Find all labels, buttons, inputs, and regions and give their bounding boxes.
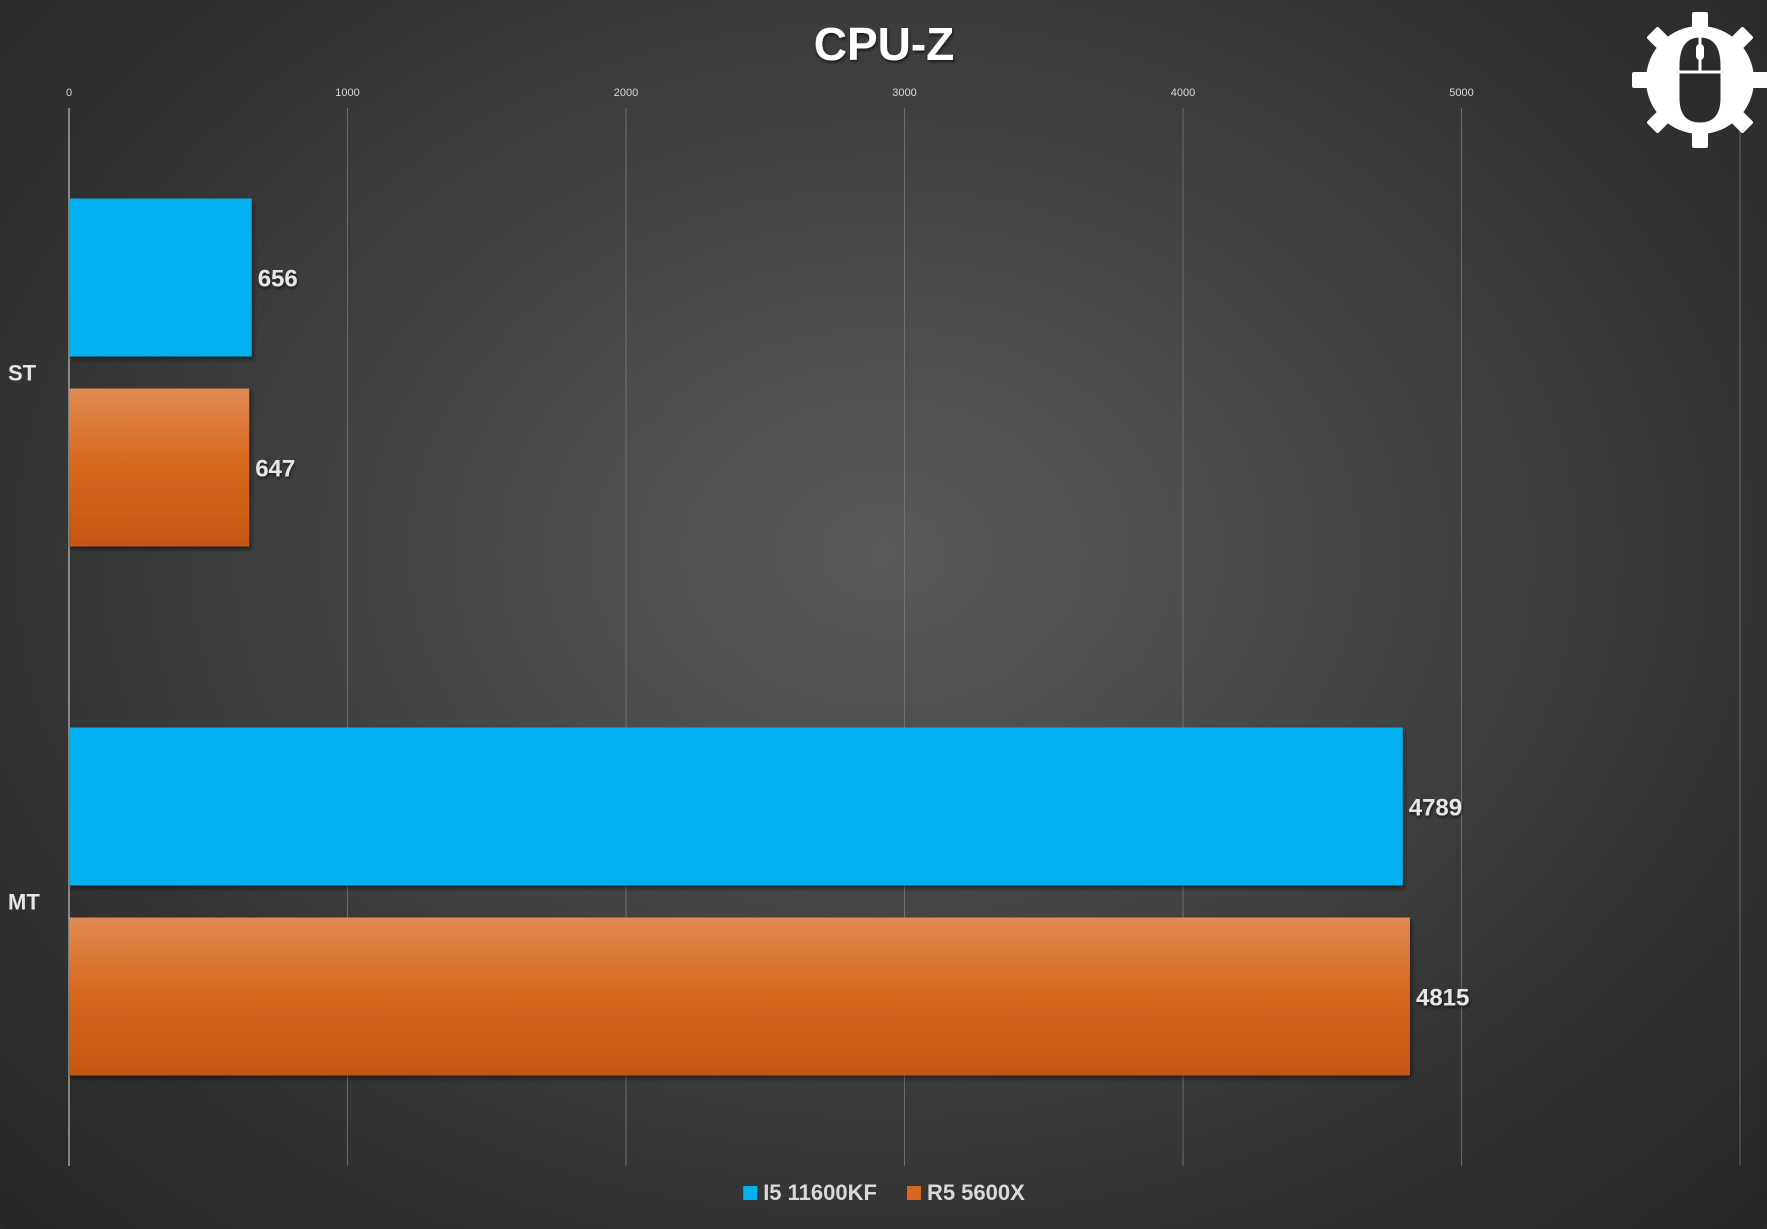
- data-labels: 656 647 4789 4815: [255, 266, 1469, 1012]
- x-tick-label: 2000: [614, 87, 638, 99]
- legend-swatch: [906, 1186, 921, 1200]
- legend-label: R5 5600X: [927, 1180, 1025, 1205]
- bar: [69, 917, 1410, 1076]
- gear-mouse-icon: [1632, 12, 1767, 148]
- bars: [69, 198, 1410, 1076]
- x-tick-label: 0: [66, 87, 72, 99]
- category-label: ST: [8, 361, 37, 386]
- x-tick-label: 3000: [892, 87, 916, 99]
- category-label: MT: [8, 890, 40, 915]
- x-tick-label: 1000: [335, 87, 359, 99]
- legend-item: R5 5600X: [906, 1180, 1025, 1205]
- category-labels: ST MT: [8, 361, 40, 915]
- legend: I5 11600KF R5 5600X: [743, 1180, 1025, 1205]
- bar: [69, 198, 252, 357]
- x-tick-label: 4000: [1171, 87, 1195, 99]
- x-axis-ticks: 0100020003000400050006000: [66, 87, 1752, 99]
- legend-swatch: [743, 1186, 758, 1200]
- data-label: 647: [255, 456, 295, 483]
- x-tick-label: 5000: [1449, 87, 1473, 99]
- bar: [69, 727, 1403, 886]
- data-label: 656: [258, 266, 298, 293]
- data-label: 4789: [1409, 795, 1462, 822]
- bar: [69, 388, 250, 547]
- legend-label: I5 11600KF: [763, 1180, 877, 1205]
- legend-item: I5 11600KF: [743, 1180, 877, 1205]
- chart-title: CPU-Z: [814, 18, 955, 70]
- data-label: 4815: [1416, 985, 1469, 1012]
